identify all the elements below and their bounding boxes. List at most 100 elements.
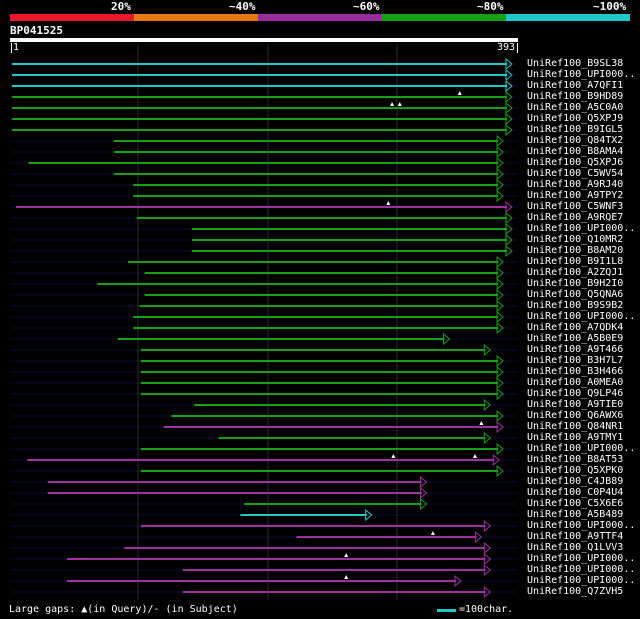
query-gap-marker (386, 201, 391, 205)
query-title: BP041525 (10, 24, 63, 37)
query-gap-marker (430, 531, 435, 535)
hit-label-link[interactable]: UniRef100_Q5QNA6 (527, 289, 624, 300)
alignment-arrow (496, 409, 504, 423)
hit-label-link[interactable]: UniRef100_A9RQE7 (527, 212, 624, 223)
query-end-tick (517, 43, 518, 53)
alignment-arrow (483, 541, 492, 555)
hit-label-link[interactable]: UniRef100_UPI000.. (527, 564, 636, 575)
query-gap-marker (397, 102, 402, 106)
alignment-arrow (505, 101, 513, 115)
hit-label-link[interactable]: UniRef100_B8AT53 (527, 454, 624, 465)
alignment-arrow (505, 123, 513, 137)
alignment-arrow (483, 343, 492, 357)
hit-label-link[interactable]: UniRef100_B3H7L7 (527, 355, 624, 366)
alignment-arrow (420, 475, 428, 489)
alignment-arrow (483, 552, 492, 566)
hit-label-link[interactable]: UniRef100_Q84NR1 (527, 421, 624, 432)
hit-label-link[interactable]: UniRef100_B9S9B2 (527, 300, 624, 311)
alignment-arrow (496, 354, 504, 368)
hit-label-link[interactable]: UniRef100_B9I1L8 (527, 256, 624, 267)
legend-label-80: ~80% (477, 0, 504, 13)
legend-bar-orange (134, 14, 258, 21)
hit-label-link[interactable]: UniRef100_B8AMA4 (527, 146, 624, 157)
query-gap-marker (344, 575, 349, 579)
hit-label-link[interactable]: UniRef100_A7QFI1 (527, 80, 624, 91)
hit-label-link[interactable]: UniRef100_A7QDK4 (527, 322, 624, 333)
hit-label-link[interactable]: UniRef100_B9IGL5 (527, 124, 624, 135)
hit-label-link[interactable]: UniRef100_A9TPY2 (527, 190, 624, 201)
hit-label-link[interactable]: UniRef100_B9H2I0 (527, 278, 624, 289)
alignment-arrow (483, 398, 492, 412)
hit-label-link[interactable]: UniRef100_B9SL38 (527, 58, 624, 69)
legend-bar-red (10, 14, 134, 21)
hit-label-link[interactable]: UniRef100_UPI000.. (527, 311, 636, 322)
hit-label-link[interactable]: UniRef100_UPI000.. (527, 553, 636, 564)
alignment-arrow (483, 563, 492, 577)
hit-label-link[interactable]: UniRef100_C5X6E6 (527, 498, 624, 509)
hit-label-link[interactable]: UniRef100_A9TIE0 (527, 399, 624, 410)
alignment-arrow (496, 420, 504, 434)
hit-label-link[interactable]: UniRef100_B9HD89 (527, 91, 624, 102)
hit-label-link[interactable]: UniRef100_Q5XPJ6 (527, 157, 624, 168)
hit-label-link[interactable]: UniRef100_Q1LVV3 (527, 542, 624, 553)
legend-label-40: ~40% (229, 0, 256, 13)
alignment-arrow (420, 497, 428, 511)
alignment-arrow (505, 57, 513, 71)
alignment-arrow (420, 486, 428, 500)
alignment-arrow (496, 442, 504, 456)
hit-label-link[interactable]: UniRef100_A2ZQJ1 (527, 267, 624, 278)
query-gap-marker (390, 102, 395, 106)
hit-label-link[interactable]: UniRef100_UPI000.. (527, 443, 636, 454)
hit-label-link[interactable]: UniRef100_C0P4U4 (527, 487, 624, 498)
alignment-arrow (496, 299, 504, 313)
legend-bar-purple (258, 14, 382, 21)
hit-label-link[interactable]: UniRef100_Q84TX2 (527, 135, 624, 146)
alignment-arrow (496, 321, 504, 335)
hit-label-link[interactable]: UniRef100_UPI000.. (527, 223, 636, 234)
hit-label-link[interactable]: UniRef100_A9RJ40 (527, 179, 624, 190)
alignment-arrow (505, 79, 513, 93)
scale-label: =100char. (459, 604, 514, 615)
hit-label-link[interactable]: UniRef100_A5B489 (527, 509, 624, 520)
alignment-arrow (443, 332, 451, 346)
hit-label-link[interactable]: UniRef100_A9TTF4 (527, 531, 624, 542)
hit-label-link[interactable]: UniRef100_Q5XPJ9 (527, 113, 624, 124)
hit-label-link[interactable]: UniRef100_Q10MR2 (527, 234, 624, 245)
hit-label-link[interactable]: UniRef100_UPI000.. (527, 520, 636, 531)
query-bar (10, 38, 518, 42)
hit-label-link[interactable]: UniRef100_UPI000.. (527, 69, 636, 80)
hit-label-link[interactable]: UniRef100_A9T466 (527, 344, 624, 355)
alignment-arrow (505, 68, 513, 82)
large-gaps-legend: Large gaps: ▲(in Query)/- (in Subject) (9, 604, 238, 615)
legend-bar-cyan (506, 14, 630, 21)
query-start-position: 1 (13, 42, 20, 53)
hit-label-link[interactable]: UniRef100_C5WNF3 (527, 201, 624, 212)
hit-label-link[interactable]: UniRef100_A5B0E9 (527, 333, 624, 344)
hit-label-link[interactable]: UniRef100_B3H466 (527, 366, 624, 377)
hit-label-link[interactable]: UniRef100_Q5XPK0 (527, 465, 624, 476)
hit-label-link[interactable]: UniRef100_Q9LP46 (527, 388, 624, 399)
hit-label-link[interactable]: UniRef100_A9TMY1 (527, 432, 624, 443)
hit-label-link[interactable]: UniRef100_Q6AWX6 (527, 410, 624, 421)
hit-label-link[interactable]: UniRef100_C4JB89 (527, 476, 624, 487)
hit-label-link[interactable]: UniRef100_B8AM20 (527, 245, 624, 256)
query-start-tick (11, 43, 12, 53)
alignment-arrow (496, 365, 504, 379)
alignment-arrow (496, 178, 504, 192)
hit-label-link[interactable]: UniRef100_C5WV54 (527, 168, 624, 179)
query-gap-marker (479, 421, 484, 425)
query-gap-marker (344, 553, 349, 557)
hit-label-link[interactable]: UniRef100_A0MEA0 (527, 377, 624, 388)
hit-label-link[interactable]: UniRef100_A5C0A0 (527, 102, 624, 113)
hit-label-link[interactable]: UniRef100_UPI000.. (527, 575, 636, 586)
alignment-arrow (505, 90, 513, 104)
legend-label-20: 20% (111, 0, 131, 13)
hit-label-link[interactable]: UniRef100_Q7ZVH5 (527, 586, 624, 597)
query-gap-marker (457, 91, 462, 95)
alignment-arrow (496, 277, 504, 291)
query-gap-marker (473, 454, 478, 458)
alignment-arrow (483, 585, 492, 599)
alignment-arrow (365, 508, 373, 522)
alignment-arrow (496, 145, 504, 159)
